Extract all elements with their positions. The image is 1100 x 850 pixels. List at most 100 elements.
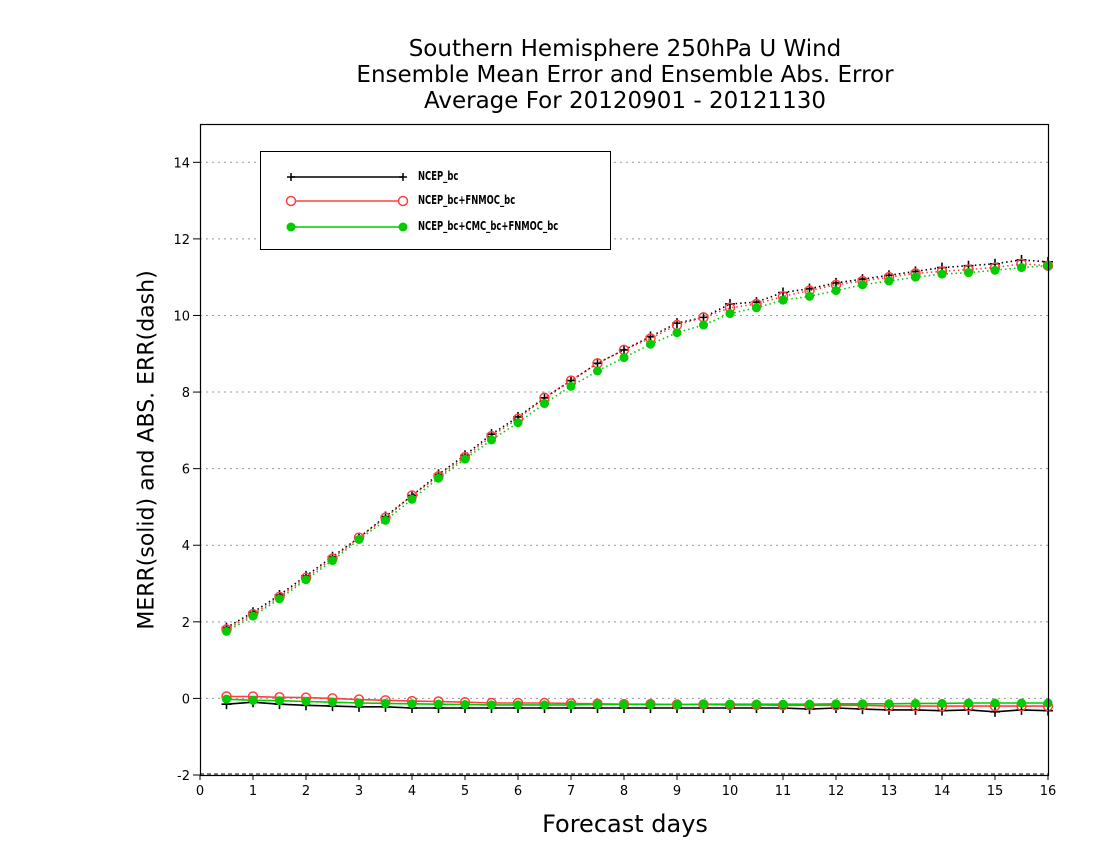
data-point <box>354 698 364 708</box>
y-tick-label: 10 <box>173 309 190 324</box>
data-point <box>222 694 231 704</box>
y-tick-label: 0 <box>182 692 190 707</box>
x-tick-label: 9 <box>673 784 681 799</box>
data-point <box>752 699 761 709</box>
data-point <box>487 700 496 710</box>
x-axis-label: Forecast days <box>542 810 708 838</box>
legend: NCEP_bc NCEP_bc+FNMOC_bc NCEP_bc+CMC_bc+… <box>260 151 611 250</box>
legend-entry-ncep-bc: NCEP_bc <box>261 165 610 189</box>
data-point <box>1017 263 1026 273</box>
legend-label-ncep-fnmoc: NCEP_bc+FNMOC_bc <box>418 193 516 207</box>
x-tick-label: 14 <box>934 784 951 799</box>
data-point <box>513 700 523 710</box>
data-point <box>672 700 682 710</box>
data-point <box>460 700 470 710</box>
data-point <box>328 697 337 707</box>
data-point <box>434 473 443 483</box>
data-point <box>593 700 602 710</box>
data-point <box>778 699 788 709</box>
x-tick-label: 8 <box>620 784 628 799</box>
data-point <box>990 698 1000 708</box>
data-point <box>434 699 443 709</box>
data-point <box>381 515 390 525</box>
x-tick-label: 0 <box>196 784 204 799</box>
data-point <box>911 698 920 708</box>
data-point <box>884 699 894 709</box>
data-point <box>460 454 470 464</box>
data-point <box>407 699 417 709</box>
chart-title-line-2: Ensemble Mean Error and Ensemble Abs. Er… <box>356 62 894 88</box>
y-tick-label: 8 <box>182 386 190 401</box>
data-point <box>805 699 814 709</box>
y-tick-label: 6 <box>182 463 190 478</box>
data-point <box>513 418 523 428</box>
data-point <box>566 700 576 710</box>
legend-entry-ncep-fnmoc: NCEP_bc+FNMOC_bc <box>261 189 610 213</box>
series-line-mean-error <box>226 698 1048 706</box>
x-tick-label: 1 <box>249 784 257 799</box>
data-point <box>593 366 602 376</box>
x-tick-label: 4 <box>408 784 416 799</box>
data-point <box>1017 698 1026 708</box>
x-tick-label: 15 <box>987 784 1004 799</box>
data-point <box>540 700 549 710</box>
data-point <box>964 268 973 278</box>
series-layer <box>221 254 1054 717</box>
data-point <box>222 626 231 636</box>
data-point <box>937 698 947 708</box>
data-point <box>407 494 417 504</box>
x-tick-label: 2 <box>302 784 310 799</box>
legend-swatch-ncep-cmc-fnmoc <box>286 222 408 232</box>
data-point <box>275 594 284 604</box>
series-line-abs-error <box>226 264 1049 633</box>
data-point <box>752 303 761 313</box>
x-tick-label: 6 <box>514 784 522 799</box>
x-tick-label: 7 <box>567 784 575 799</box>
data-point <box>990 706 1000 717</box>
legend-label-ncep-cmc-fnmoc: NCEP_bc+CMC_bc+FNMOC_bc <box>418 219 559 233</box>
data-point <box>354 534 364 544</box>
data-point <box>831 286 841 296</box>
data-point <box>646 339 655 349</box>
x-tick-label: 3 <box>355 784 363 799</box>
legend-swatch-ncep-bc <box>287 173 407 181</box>
data-point <box>858 699 867 709</box>
data-point <box>990 265 1000 275</box>
data-point <box>328 556 337 566</box>
data-point <box>858 280 867 290</box>
data-point <box>646 700 655 710</box>
data-point <box>381 698 390 708</box>
data-point <box>778 295 788 305</box>
x-tick-label: 12 <box>828 784 845 799</box>
data-point <box>725 309 735 319</box>
data-point <box>672 328 682 338</box>
legend-label-ncep-bc: NCEP_bc <box>418 169 459 183</box>
chart-title-block: Southern Hemisphere 250hPa U Wind Ensemb… <box>200 36 1050 114</box>
x-tick-label: 13 <box>881 784 898 799</box>
data-point <box>248 695 258 705</box>
chart-title-line-3: Average For 20120901 - 20121130 <box>423 88 827 114</box>
data-point <box>301 575 311 585</box>
data-point <box>725 699 735 709</box>
x-tick-label: 16 <box>1040 784 1057 799</box>
data-point <box>699 699 708 709</box>
y-tick-label: -2 <box>177 769 190 784</box>
y-tick-label: 12 <box>173 233 190 248</box>
y-tick-label: 4 <box>182 539 190 554</box>
data-point <box>540 399 549 409</box>
data-point <box>699 320 708 330</box>
series-line-abs-error <box>226 259 1049 629</box>
data-point <box>964 698 973 708</box>
data-point <box>805 291 814 301</box>
data-point <box>301 696 311 706</box>
y-tick-label: 2 <box>182 616 190 631</box>
data-point <box>619 353 629 363</box>
data-point <box>275 696 284 706</box>
x-tick-label: 10 <box>722 784 739 799</box>
y-tick-label: 14 <box>173 156 190 171</box>
data-point <box>248 611 258 621</box>
y-axis-label: MERR(solid) and ABS. ERR(dash) <box>134 270 160 630</box>
x-tick-label: 5 <box>461 784 469 799</box>
